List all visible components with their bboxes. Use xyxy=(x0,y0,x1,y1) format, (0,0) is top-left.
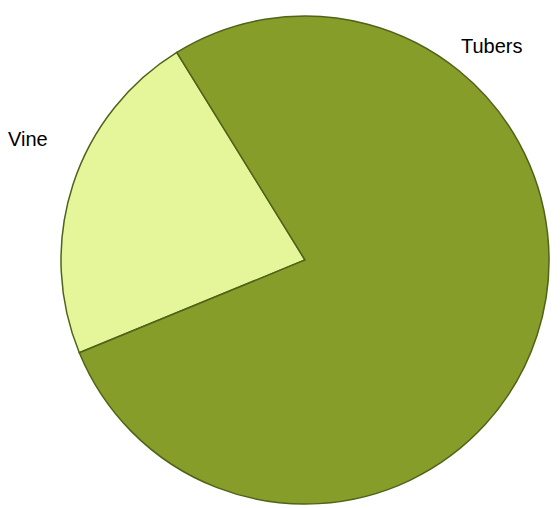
svg-text:Vine: Vine xyxy=(8,128,48,150)
svg-text:Tubers: Tubers xyxy=(461,35,523,57)
